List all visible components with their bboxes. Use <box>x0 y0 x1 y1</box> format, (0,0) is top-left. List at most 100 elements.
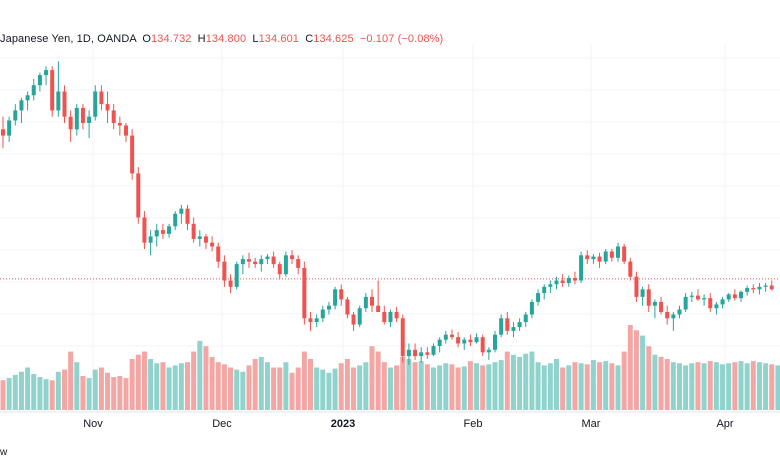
candle-body <box>241 259 245 264</box>
candle-body <box>173 214 177 227</box>
candle-body <box>272 257 276 265</box>
candle <box>604 249 608 264</box>
candle-body <box>75 108 79 129</box>
candle-body <box>296 259 300 268</box>
volume-bar <box>179 363 184 410</box>
candle-body <box>542 287 546 293</box>
volume-bar <box>351 368 356 411</box>
candle <box>511 322 515 337</box>
candle <box>358 306 362 327</box>
volume-bar <box>652 355 657 410</box>
candle <box>44 66 48 85</box>
volume-bar <box>253 359 258 410</box>
candles <box>1 61 774 365</box>
volume-bar <box>603 361 608 410</box>
candle-body <box>253 262 257 265</box>
volume-bar <box>80 376 85 410</box>
time-axis: Nov Dec 2023 Feb Mar Apr <box>83 418 734 430</box>
candle-body <box>604 252 608 262</box>
candle <box>376 281 380 313</box>
volume-bar <box>757 362 762 410</box>
volume-bar <box>124 378 129 410</box>
candle <box>444 331 448 344</box>
candle <box>536 289 540 305</box>
candle <box>475 333 479 343</box>
candle-body <box>19 100 23 110</box>
candle-body <box>585 255 589 259</box>
low-value: 134.601 <box>259 33 299 45</box>
symbol-label: Japanese Yen, 1D, OANDA <box>0 33 136 45</box>
volume-bar <box>234 370 239 410</box>
candle <box>210 236 214 251</box>
candle-body <box>573 278 577 281</box>
volume-bar <box>751 361 756 410</box>
candle-body <box>690 296 694 297</box>
volume-bar <box>99 368 104 411</box>
candle <box>99 85 103 110</box>
volume-bar <box>683 365 688 410</box>
candle <box>186 205 190 230</box>
volume-bar <box>456 368 461 411</box>
candle-body <box>32 85 36 95</box>
candle-body <box>665 312 669 318</box>
candle <box>198 230 202 246</box>
volume-bar <box>480 365 485 410</box>
candle <box>610 249 614 262</box>
candle <box>419 347 423 362</box>
candle-body <box>50 70 54 110</box>
candle-body <box>13 110 17 120</box>
candle-body <box>548 284 552 287</box>
volume-bar <box>339 363 344 410</box>
candle-body <box>204 236 208 242</box>
candle-body <box>235 264 239 287</box>
candle-body <box>69 117 73 130</box>
volume-bar <box>763 363 768 410</box>
candle <box>124 123 128 142</box>
candle-body <box>647 289 651 305</box>
volume-bar <box>130 359 135 410</box>
candle-body <box>524 315 528 323</box>
volume-bar <box>775 365 780 410</box>
candle-body <box>38 75 42 85</box>
candle-body <box>462 340 466 344</box>
candle <box>561 274 565 287</box>
volume-bar <box>87 378 92 410</box>
candle-body <box>222 262 226 281</box>
volume-bar <box>634 330 639 410</box>
volume-bar <box>142 352 147 410</box>
volume-bar <box>105 373 110 410</box>
candle-body <box>124 126 128 136</box>
candle <box>751 284 755 293</box>
candle-body <box>315 318 319 322</box>
candle <box>38 73 42 92</box>
candle <box>481 335 485 356</box>
candle-body <box>591 257 595 260</box>
candle <box>241 255 245 274</box>
candle <box>690 292 694 302</box>
candle <box>438 337 442 352</box>
volume-bar <box>732 362 737 410</box>
volume-bar <box>511 355 516 410</box>
volume-bar <box>265 362 270 410</box>
candle <box>155 224 159 247</box>
volume-bar <box>247 365 252 410</box>
volume-bar <box>671 362 676 410</box>
open-value: 134.732 <box>151 33 191 45</box>
candle-body <box>7 120 11 135</box>
candle <box>745 286 749 296</box>
candle-body <box>530 302 534 315</box>
volume-bar <box>585 364 590 410</box>
volume-bar <box>677 363 682 410</box>
candle-body <box>118 123 122 126</box>
candle <box>678 306 682 319</box>
candle <box>321 306 325 322</box>
candle-body <box>764 286 768 287</box>
volume-bar <box>468 361 473 410</box>
volume-bar <box>93 370 98 410</box>
candle-body <box>702 298 706 299</box>
candle <box>714 302 718 315</box>
volume-bar <box>554 359 559 410</box>
volume-bar <box>413 362 418 410</box>
